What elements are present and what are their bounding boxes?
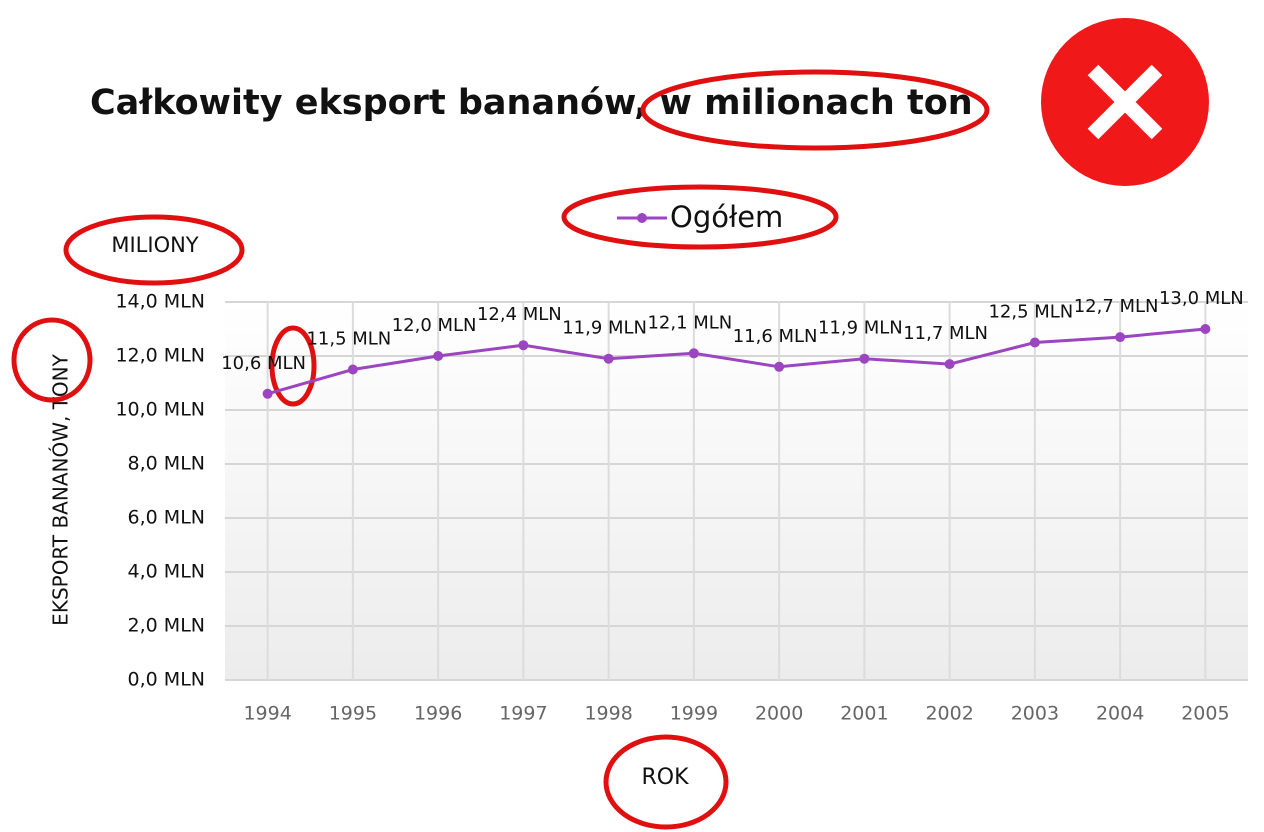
data-point bbox=[433, 351, 444, 361]
data-label: 12,7 MLN bbox=[1074, 296, 1159, 317]
x-axis-title: ROK bbox=[641, 765, 689, 790]
data-label: 11,5 MLN bbox=[306, 329, 391, 350]
x-tick-label: 2000 bbox=[755, 703, 803, 725]
data-label: 12,4 MLN bbox=[477, 304, 562, 325]
data-point bbox=[944, 359, 955, 370]
x-tick-label: 1996 bbox=[414, 703, 462, 725]
grid bbox=[225, 301, 1248, 681]
data-point bbox=[603, 353, 614, 364]
data-label: 11,6 MLN bbox=[733, 326, 818, 347]
chart-title: Całkowity eksport bananów, w milionach t… bbox=[90, 83, 973, 123]
data-label: 13,0 MLN bbox=[1159, 288, 1244, 309]
data-label: 12,1 MLN bbox=[647, 312, 732, 333]
y-tick-label: 12,0 MLN bbox=[115, 345, 205, 367]
data-label: 10,6 MLN bbox=[221, 353, 306, 374]
data-label: 11,9 MLN bbox=[818, 318, 903, 339]
y-tick-label: 2,0 MLN bbox=[128, 615, 205, 637]
x-tick-label: 1998 bbox=[584, 703, 632, 725]
x-tick-label: 2003 bbox=[1011, 703, 1059, 725]
x-tick-label: 1994 bbox=[243, 703, 291, 725]
x-tick-label: 2005 bbox=[1181, 703, 1229, 725]
data-point bbox=[518, 340, 529, 351]
x-tick-label: 1999 bbox=[670, 703, 718, 725]
y-tick-label: 8,0 MLN bbox=[128, 453, 205, 475]
x-tick-label: 1997 bbox=[499, 703, 547, 725]
legend-label: Ogółem bbox=[670, 200, 783, 234]
y-tick-label: 10,0 MLN bbox=[115, 399, 205, 421]
legend: Ogółem bbox=[617, 200, 783, 234]
data-point bbox=[859, 353, 870, 364]
data-point bbox=[1200, 324, 1211, 334]
plot-area bbox=[225, 302, 1248, 680]
highlight-circle bbox=[640, 69, 990, 151]
data-point bbox=[1029, 337, 1040, 348]
y-tick-label: 6,0 MLN bbox=[128, 507, 205, 529]
data-point bbox=[1115, 332, 1126, 343]
x-tick-label: 2004 bbox=[1096, 703, 1144, 725]
y-tick-label: 0,0 MLN bbox=[128, 669, 205, 691]
annotations bbox=[11, 18, 1209, 830]
y-unit-label: MILIONY bbox=[111, 233, 198, 257]
highlight-circle bbox=[63, 214, 245, 286]
highlight-circle bbox=[603, 734, 729, 830]
data-label: 11,7 MLN bbox=[903, 323, 988, 344]
data-point bbox=[347, 364, 358, 375]
data-label: 11,9 MLN bbox=[562, 318, 647, 339]
data-point bbox=[262, 388, 273, 399]
y-tick-label: 14,0 MLN bbox=[115, 291, 205, 313]
highlight-circle bbox=[269, 325, 317, 407]
x-tick-label: 2001 bbox=[840, 703, 888, 725]
wrong-icon-cross bbox=[1087, 64, 1163, 140]
highlight-circle bbox=[561, 184, 839, 250]
data-label: 12,0 MLN bbox=[392, 315, 477, 336]
x-tick-label: 2002 bbox=[925, 703, 973, 725]
data-line bbox=[267, 327, 1206, 396]
highlight-circle bbox=[11, 317, 93, 403]
y-tick-label: 4,0 MLN bbox=[128, 561, 205, 583]
data-label: 12,5 MLN bbox=[988, 302, 1073, 323]
data-point bbox=[688, 348, 699, 359]
data-point bbox=[774, 361, 785, 372]
x-tick-label: 1995 bbox=[329, 703, 377, 725]
legend-marker bbox=[637, 213, 647, 223]
